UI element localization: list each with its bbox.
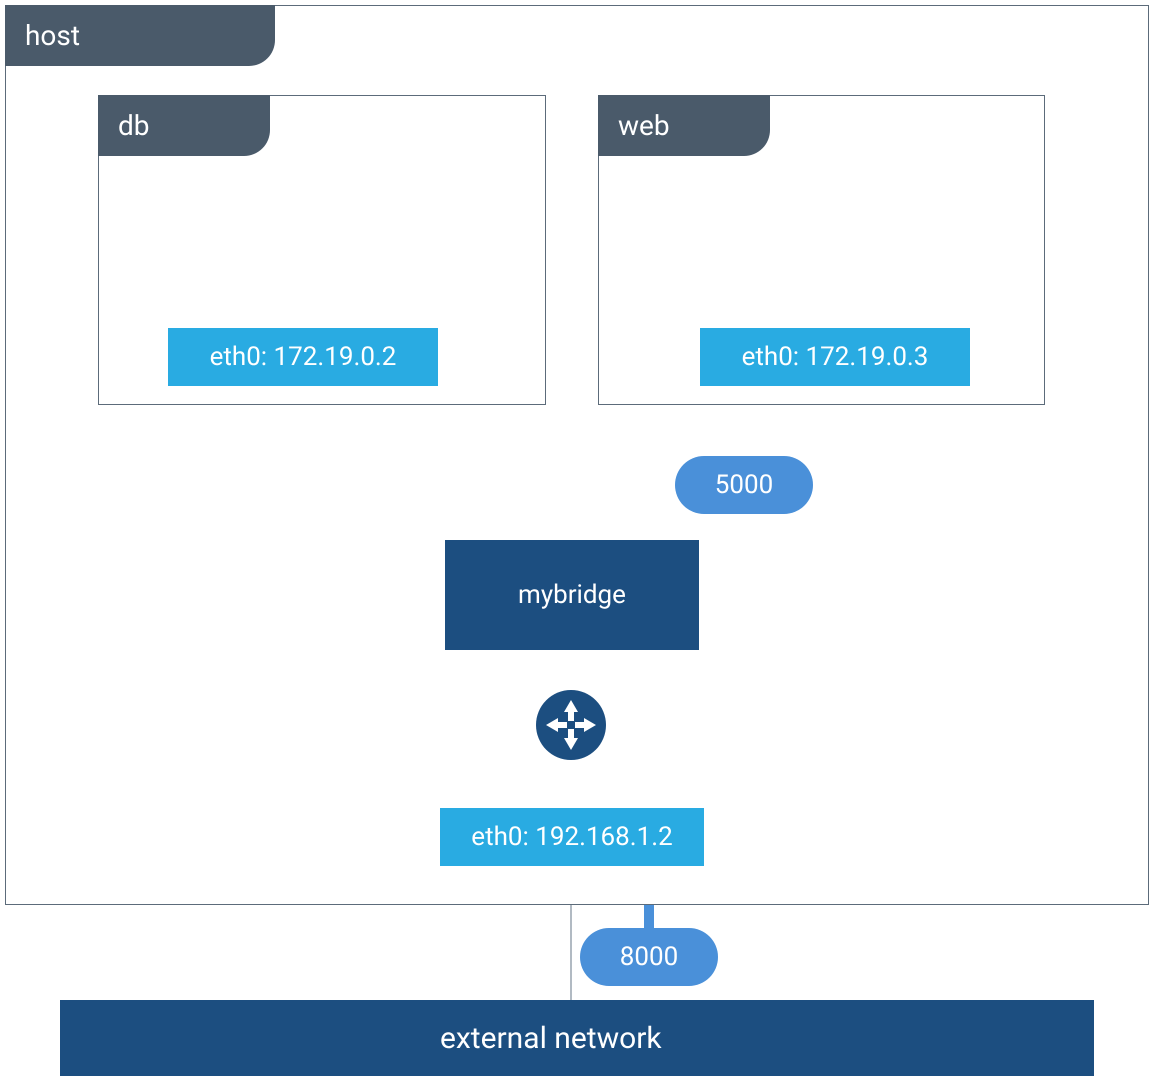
eth-db: eth0: 172.19.0.2	[168, 328, 438, 386]
host-tab: host	[5, 5, 275, 66]
eth-host-label: eth0: 192.168.1.2	[471, 822, 672, 852]
eth-web: eth0: 172.19.0.3	[700, 328, 970, 386]
external-network-label: external network	[440, 1021, 662, 1056]
container-db-tab: db	[98, 95, 270, 156]
eth-db-label: eth0: 172.19.0.2	[210, 342, 397, 372]
port-5000: 5000	[675, 456, 813, 514]
eth-host: eth0: 192.168.1.2	[440, 808, 704, 866]
port-8000: 8000	[580, 928, 718, 986]
host-label: host	[25, 19, 80, 52]
router-icon	[536, 690, 606, 760]
container-web-tab: web	[598, 95, 770, 156]
bridge-box: mybridge	[445, 540, 699, 650]
eth-web-label: eth0: 172.19.0.3	[742, 342, 929, 372]
network-diagram: host db eth0: 172.19.0.2 web eth0: 172.1…	[0, 0, 1154, 1076]
port-5000-label: 5000	[715, 470, 773, 500]
container-web-label: web	[618, 109, 670, 142]
container-db-label: db	[118, 109, 150, 142]
external-network-box: external network	[60, 1000, 1094, 1076]
bridge-label: mybridge	[518, 580, 626, 610]
port-8000-label: 8000	[620, 942, 678, 972]
